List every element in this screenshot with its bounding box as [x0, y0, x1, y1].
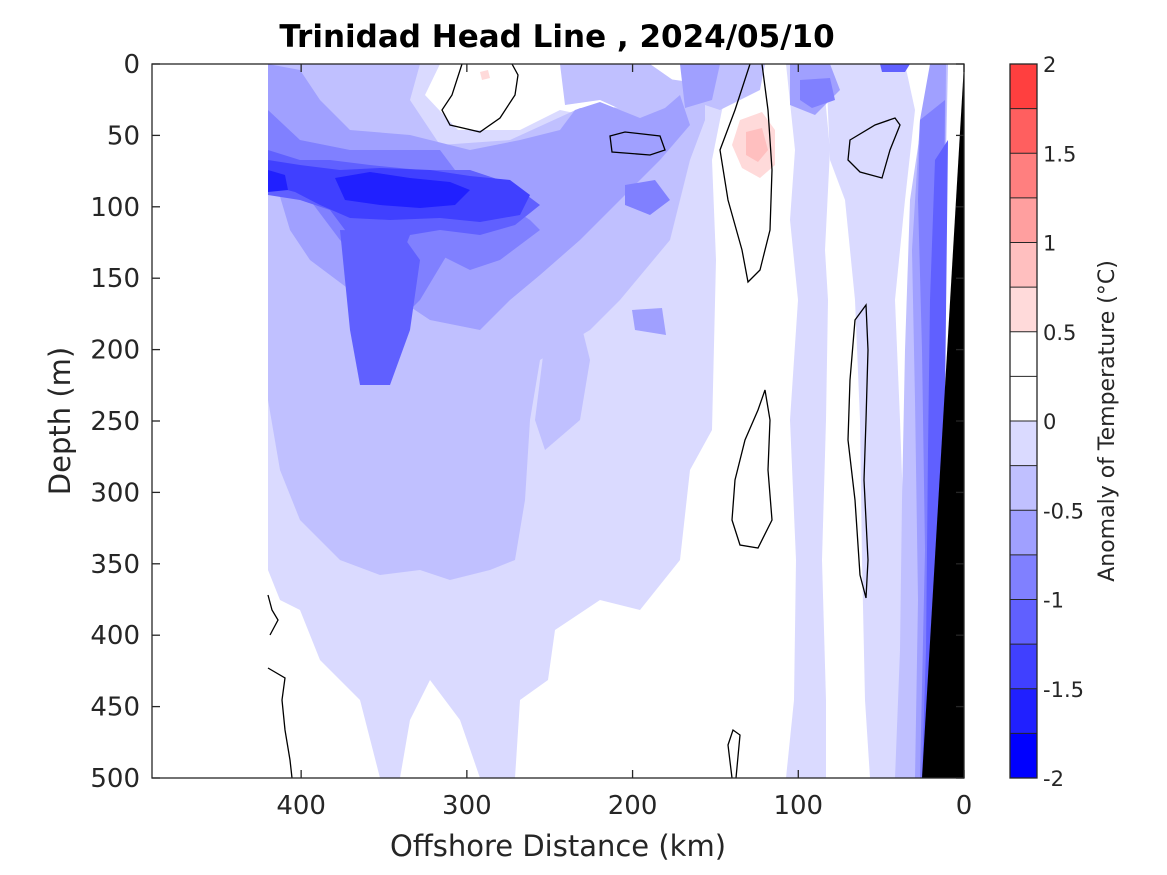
contour-level-neg125-c [880, 64, 910, 72]
contour-level-neg1-c [625, 180, 670, 215]
zero-contour-7 [267, 594, 279, 636]
x-tick-label: 300 [442, 791, 492, 821]
colorbar-tick-label: 2 [1043, 53, 1056, 77]
zero-contour-6 [731, 389, 773, 549]
zero-contour-2 [609, 131, 666, 156]
zero-contour-9 [727, 728, 741, 778]
colorbar-tick-label: 0 [1043, 410, 1056, 434]
zero-contour-3 [719, 64, 773, 284]
y-tick-label: 300 [90, 478, 140, 508]
colorbar-segment [1010, 510, 1037, 555]
contour-level-neg125-b [340, 230, 420, 385]
contour-level-neg075-e [632, 308, 666, 335]
y-axis-ticks: 0 50 100 150 200 250 300 350 400 450 500 [90, 50, 964, 794]
colorbar-segment [1010, 331, 1037, 377]
x-tick-label: 100 [773, 791, 823, 821]
colorbar-tick-label: -2 [1043, 767, 1064, 791]
colorbar-segment [1010, 599, 1037, 645]
colorbar-tick-label: 1 [1043, 232, 1056, 256]
y-tick-label: 250 [90, 407, 140, 437]
y-tick-label: 200 [90, 336, 140, 366]
contour-level-neg025-b [780, 64, 915, 778]
colorbar-frame [1009, 63, 1038, 779]
y-tick-label: 100 [90, 193, 140, 223]
x-axis-label: Offshore Distance (km) [390, 829, 726, 863]
contour-level-neg05-d [535, 320, 590, 450]
y-tick-label: 50 [107, 121, 140, 151]
colorbar-segment [1010, 465, 1037, 511]
contour-level-pos05 [746, 128, 768, 162]
contour-level-neg075-b [680, 64, 720, 108]
y-tick-label: 0 [123, 50, 140, 80]
x-axis-ticks: 400 300 200 100 0 [276, 64, 972, 821]
bathymetry-shelf [922, 64, 964, 778]
contour-level-neg125-d [922, 140, 948, 778]
y-axis-label: Depth (m) [43, 347, 77, 495]
x-tick-label: 0 [956, 791, 973, 821]
zero-contour-1 [441, 64, 519, 133]
zero-contours [267, 64, 901, 778]
contour-level-neg1-e [800, 78, 835, 108]
y-tick-label: 450 [90, 693, 140, 723]
colorbar-segment [1010, 153, 1037, 198]
colorbar-tick-label: -1.5 [1043, 678, 1084, 702]
colorbar-segment [1010, 197, 1037, 243]
colorbar-tick-label: -1 [1043, 589, 1064, 613]
zero-contour-4 [847, 117, 901, 179]
colorbar-segment [1010, 644, 1037, 689]
colorbar: 2 1.5 1 0.5 0 -0.5 -1 -1.5 -2 [1009, 53, 1084, 791]
colorbar-segment [1010, 554, 1037, 600]
chart-title: Trinidad Head Line , 2024/05/10 [279, 19, 834, 55]
contour-level-neg175-b [268, 170, 288, 192]
y-tick-label: 400 [90, 621, 140, 651]
y-tick-label: 350 [90, 550, 140, 580]
contour-level-pos025-b [480, 70, 490, 80]
colorbar-tick-label: -0.5 [1043, 499, 1084, 523]
x-tick-label: 200 [608, 791, 658, 821]
colorbar-tick-label: 1.5 [1043, 142, 1076, 166]
colorbar-segment [1010, 421, 1037, 466]
colorbar-segment [1010, 64, 1037, 109]
colorbar-segment [1010, 733, 1037, 778]
colorbar-segment [1010, 108, 1037, 154]
y-tick-label: 150 [90, 264, 140, 294]
x-tick-label: 400 [276, 791, 326, 821]
y-tick-label: 500 [90, 764, 140, 794]
colorbar-label: Anomaly of Temperature (°C) [1095, 260, 1120, 582]
colorbar-segment [1010, 688, 1037, 734]
zero-contour-5 [847, 303, 869, 599]
contour-level-neg025-c [786, 64, 830, 778]
colorbar-segment [1010, 242, 1037, 288]
zero-contour-8 [267, 667, 293, 778]
colorbar-segment [1010, 376, 1037, 421]
contour-level-neg175 [335, 172, 470, 208]
colorbar-tick-label: 0.5 [1043, 321, 1076, 345]
colorbar-segment [1010, 287, 1037, 332]
